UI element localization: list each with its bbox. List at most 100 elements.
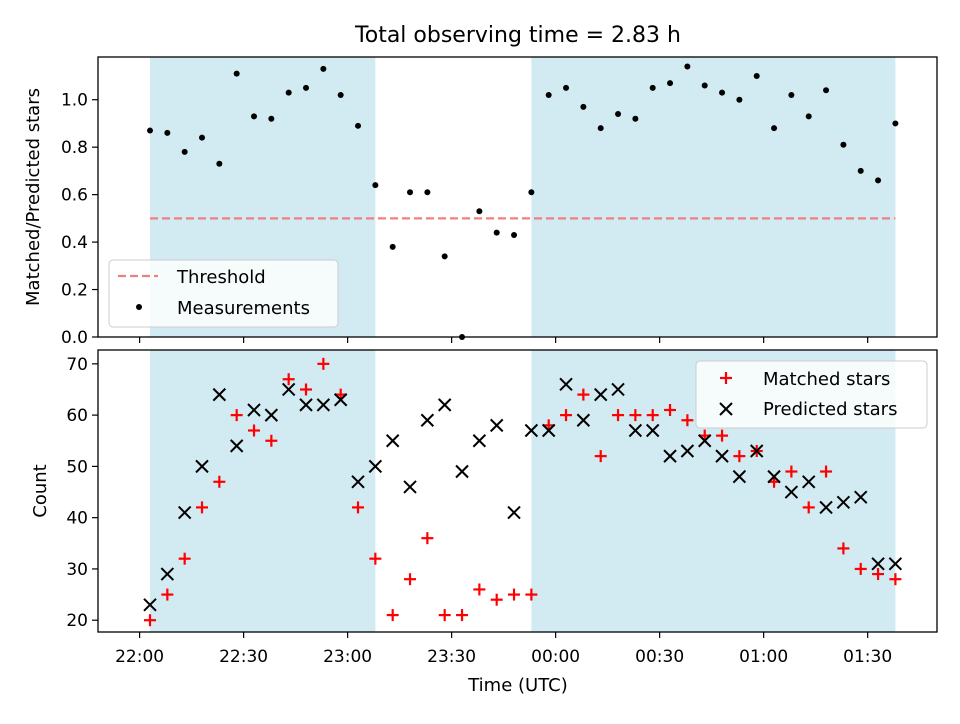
matched-star-point — [854, 562, 867, 575]
measurement-point — [840, 141, 847, 148]
matched-star-point — [577, 388, 590, 401]
matched-star-point — [317, 357, 330, 370]
measurement-point — [424, 189, 431, 196]
measurement-point — [632, 115, 639, 122]
matched-star-point — [352, 501, 365, 514]
predicted-star-point — [854, 490, 868, 504]
matched-star-point — [438, 609, 451, 622]
measurement-point — [407, 189, 414, 196]
predicted-star-point — [541, 423, 556, 438]
x-tick-label: 23:00 — [323, 647, 372, 667]
matched-star-point — [404, 573, 417, 586]
predicted-star-point — [351, 475, 365, 489]
measurement-point — [199, 134, 206, 141]
predicted-star-point — [680, 444, 695, 458]
predicted-star-point — [143, 598, 157, 612]
measurement-point — [441, 253, 448, 260]
bottom-panel: 20 30 40 50 60 70 22:00 22:30 23:00 23:30 00:00 00… — [30, 349, 938, 696]
measurement-point — [684, 63, 691, 70]
measurement-point — [736, 96, 743, 103]
measurement-point — [580, 103, 587, 110]
top-x-ticks — [139, 337, 869, 343]
matched-star-point — [525, 588, 538, 601]
legend-measurements-label: Measurements — [177, 298, 310, 319]
measurement-point — [164, 129, 171, 136]
measurement-point — [147, 127, 154, 134]
predicted-star-point — [403, 480, 417, 494]
legend-predicted-label: Predicted stars — [763, 399, 897, 420]
top-y-tick-label: 0.8 — [61, 138, 88, 158]
predicted-star-point — [750, 444, 764, 458]
top-panel: 0.0 0.2 0.4 0.6 0.8 1.0 Matched/Predicted sta… — [23, 56, 938, 348]
matched-star-point — [248, 424, 261, 437]
predicted-star-point — [819, 500, 833, 515]
matched-star-point — [386, 609, 399, 622]
measurement-point — [788, 91, 795, 98]
predicted-star-point — [698, 434, 712, 448]
matched-star-point — [230, 409, 243, 422]
matched-star-point — [716, 429, 729, 442]
bottom-axes-frame — [97, 349, 938, 633]
x-tick-label: 22:30 — [219, 647, 268, 667]
measurement-point — [701, 82, 708, 89]
predicted-star-point — [593, 387, 608, 402]
measurement-point — [753, 72, 760, 79]
measurement-point — [476, 208, 483, 215]
measurement-point — [216, 160, 223, 167]
figure-title: Total observing time = 2.83 h — [354, 23, 681, 48]
matched-star-point — [161, 588, 174, 601]
matched-star-point — [196, 501, 209, 514]
measurement-point — [563, 84, 570, 91]
matched-star-point — [837, 542, 850, 555]
matched-star-point — [213, 475, 226, 488]
measurement-points — [147, 63, 899, 340]
measurement-point — [493, 229, 500, 236]
predicted-star-point — [299, 398, 313, 412]
measurement-point — [667, 80, 674, 87]
matched-star-point — [508, 588, 521, 601]
matched-star-point — [456, 609, 469, 622]
predicted-star-point — [212, 387, 227, 402]
top-legend: Threshold Measurements — [108, 259, 339, 328]
top-y-ticks: 0.0 0.2 0.4 0.6 0.8 1.0 — [61, 91, 98, 348]
predicted-star-point — [316, 398, 331, 412]
matched-star-point — [802, 501, 815, 514]
bottom-y-axis-label: Count — [30, 464, 51, 517]
predicted-star-point — [472, 434, 487, 448]
legend-matched-label: Matched stars — [763, 369, 890, 390]
top-y-tick-label: 1.0 — [61, 91, 88, 111]
matched-star-point — [594, 450, 607, 463]
predicted-star-point — [195, 459, 209, 474]
matched-star-point — [560, 409, 573, 422]
measurement-point — [337, 91, 344, 98]
matched-star-point — [629, 409, 642, 422]
matched-star-point — [473, 583, 486, 596]
measurement-point — [389, 243, 396, 250]
measurement-point — [181, 148, 188, 155]
predicted-star-point — [177, 505, 192, 520]
predicted-star-point — [888, 557, 903, 571]
top-axes-frame — [97, 56, 938, 338]
predicted-star-point — [281, 382, 296, 397]
legend-measurements-swatch — [136, 304, 142, 310]
measurement-point — [857, 167, 864, 174]
measurement-point — [545, 91, 552, 98]
measurement-point — [805, 113, 812, 120]
predicted-star-point — [264, 408, 279, 422]
top-y-tick-label: 0.0 — [61, 328, 88, 348]
predicted-star-point — [385, 434, 400, 448]
top-shaded-regions — [150, 57, 896, 337]
matched-star-point — [733, 450, 746, 463]
predicted-star-point — [559, 377, 573, 392]
predicted-star-point — [663, 449, 677, 463]
predicted-star-point — [368, 459, 383, 474]
x-tick-label: 22:00 — [115, 647, 164, 667]
measurement-point — [251, 113, 258, 120]
predicted-star-point — [611, 382, 625, 397]
bottom-y-tick-label: 30 — [66, 560, 88, 580]
legend-matched-swatch — [720, 372, 732, 384]
matched-star-point — [872, 568, 885, 581]
bottom-y-tick-label: 60 — [66, 406, 88, 426]
x-tick-label: 00:00 — [531, 647, 580, 667]
bottom-y-tick-label: 20 — [66, 611, 88, 631]
